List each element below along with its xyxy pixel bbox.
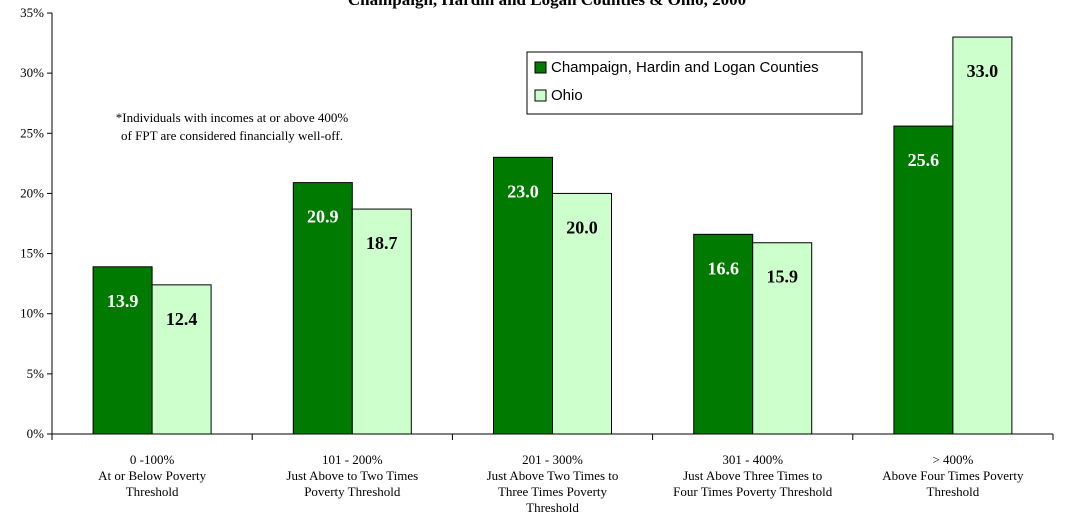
y-tick-label: 30% <box>20 65 44 80</box>
chart-title: Champaign, Hardin and Logan Counties & O… <box>348 0 746 9</box>
x-category-label-line: 301 - 400% <box>722 452 783 467</box>
x-category-label-line: Three Times Poverty <box>498 484 608 499</box>
bar-ohio <box>952 36 1013 435</box>
annotation-line: of FPT are considered financially well-o… <box>121 128 343 143</box>
x-category-label-line: Poverty Threshold <box>304 484 401 499</box>
bar-value-label: 13.9 <box>107 291 139 311</box>
x-category-label-line: 101 - 200% <box>322 452 383 467</box>
x-category-label-line: Threshold <box>126 484 179 499</box>
legend-label: Ohio <box>551 87 583 104</box>
bar-value-label: 20.9 <box>307 207 339 227</box>
bar-value-label: 16.6 <box>707 258 739 278</box>
x-category-label-line: > 400% <box>932 452 973 467</box>
y-tick-label: 10% <box>20 306 44 321</box>
bar-champaign-hardin-logan <box>693 233 754 435</box>
bar-champaign-hardin-logan <box>92 266 153 435</box>
x-category-label-line: Above Four Times Poverty <box>882 468 1024 483</box>
y-tick-label: 5% <box>27 366 45 381</box>
bar-value-label: 18.7 <box>366 233 398 253</box>
bar-value-label: 23.0 <box>507 181 539 201</box>
x-category-label: 0 -100% At or Below Poverty Threshold <box>98 452 206 499</box>
annotation-line: *Individuals with incomes at or above 40… <box>116 110 349 125</box>
x-category-label: 201 - 300% Just Above Two Times to Three T… <box>487 452 619 515</box>
bar-champaign-hardin-logan <box>292 182 353 435</box>
x-category-label: > 400% Above Four Times Poverty Threshold <box>882 452 1024 499</box>
bar-value-label: 12.4 <box>166 309 198 329</box>
y-tick-label: 20% <box>20 185 44 200</box>
x-category-label-line: Threshold <box>927 484 980 499</box>
x-category-label: 101 - 200% Just Above to Two Times Poverty… <box>286 452 418 499</box>
x-category-label-line: Four Times Poverty Threshold <box>673 484 833 499</box>
bar-value-label: 20.0 <box>566 217 598 237</box>
annotation-note: *Individuals with incomes at or above 40… <box>116 110 349 143</box>
legend-swatch <box>534 61 547 74</box>
bar-ohio <box>752 242 813 435</box>
legend-swatch <box>534 89 547 102</box>
y-tick-label: 25% <box>20 125 44 140</box>
y-tick-label: 15% <box>20 246 44 261</box>
x-category-label-line: 201 - 300% <box>522 452 583 467</box>
bar-ohio <box>552 192 612 435</box>
bar-champaign-hardin-logan <box>893 125 954 435</box>
x-category-label-line: Just Above Two Times to <box>487 468 619 483</box>
x-category-label-line: Just Above to Two Times <box>286 468 418 483</box>
bars: 13.9 12.4 20.9 18.7 23.0 20.0 16.6 15.9 25.6 33.0 <box>92 36 1013 435</box>
x-category-label-line: 0 -100% <box>130 452 175 467</box>
x-category-label: 301 - 400% Just Above Three Times to Four … <box>673 452 833 499</box>
bar-value-label: 25.6 <box>908 150 940 170</box>
legend-label: Champaign, Hardin and Logan Counties <box>551 59 819 76</box>
y-tick-label: 0% <box>27 426 45 441</box>
x-category-label-line: Threshold <box>526 500 579 515</box>
axes: 0% 5% 10% 15% 20% 25% 30% 35% 0 -100% At or Below… <box>20 5 1054 515</box>
x-category-label-line: At or Below Poverty <box>98 468 206 483</box>
legend: Champaign, Hardin and Logan Counties Ohio <box>526 51 863 115</box>
y-tick-label: 35% <box>20 5 44 20</box>
x-category-label-line: Just Above Three Times to <box>683 468 822 483</box>
bar-value-label: 15.9 <box>766 267 798 287</box>
bar-value-label: 33.0 <box>967 61 999 81</box>
bar-ohio <box>151 284 212 435</box>
bar-ohio <box>351 208 412 435</box>
legend-box <box>526 51 863 115</box>
